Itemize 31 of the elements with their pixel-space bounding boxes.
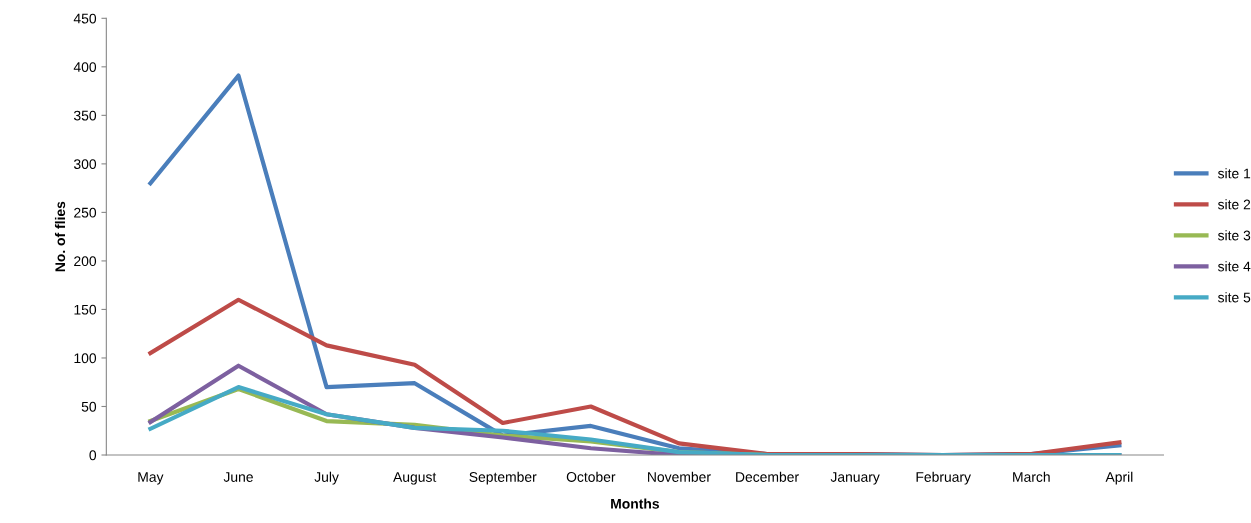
legend-label: site 2 bbox=[1217, 199, 1251, 210]
y-tick-label: 400 bbox=[73, 62, 97, 72]
x-tick-label: April bbox=[1105, 471, 1133, 485]
y-tick-label: 150 bbox=[74, 304, 97, 315]
x-tick-label: February bbox=[916, 471, 971, 485]
x-tick-label: March bbox=[1013, 471, 1050, 482]
line-series bbox=[148, 384, 1122, 456]
x-tick-label: July bbox=[314, 471, 339, 485]
x-axis-title: Months bbox=[611, 498, 659, 509]
x-tick-label: November bbox=[648, 471, 711, 482]
x-tick-label: October bbox=[566, 471, 616, 482]
y-tick-label: 0 bbox=[89, 450, 97, 461]
legend-label: site 4 bbox=[1217, 261, 1251, 272]
x-tick-label: December bbox=[736, 471, 799, 482]
x-tick-label: August bbox=[393, 472, 437, 485]
x-tick-label: June bbox=[223, 472, 253, 482]
y-tick-label: 100 bbox=[74, 353, 97, 364]
y-tick-label: 50 bbox=[81, 401, 97, 412]
y-tick-label: 300 bbox=[73, 159, 97, 170]
line-series bbox=[148, 297, 1122, 456]
y-tick-label: 350 bbox=[73, 110, 97, 121]
legend-label: site 1 bbox=[1217, 168, 1251, 179]
y-tick-label: 250 bbox=[74, 207, 97, 218]
y-tick-label: 200 bbox=[74, 256, 97, 267]
legend-label: site 5 bbox=[1217, 292, 1251, 303]
legend-label: site 3 bbox=[1217, 230, 1251, 241]
y-axis-title: No. of flies bbox=[54, 201, 66, 272]
x-tick-label: September bbox=[469, 471, 537, 485]
x-tick-label: January bbox=[830, 472, 880, 485]
y-tick-label: 450 bbox=[73, 13, 97, 24]
x-tick-label: May bbox=[138, 472, 164, 485]
